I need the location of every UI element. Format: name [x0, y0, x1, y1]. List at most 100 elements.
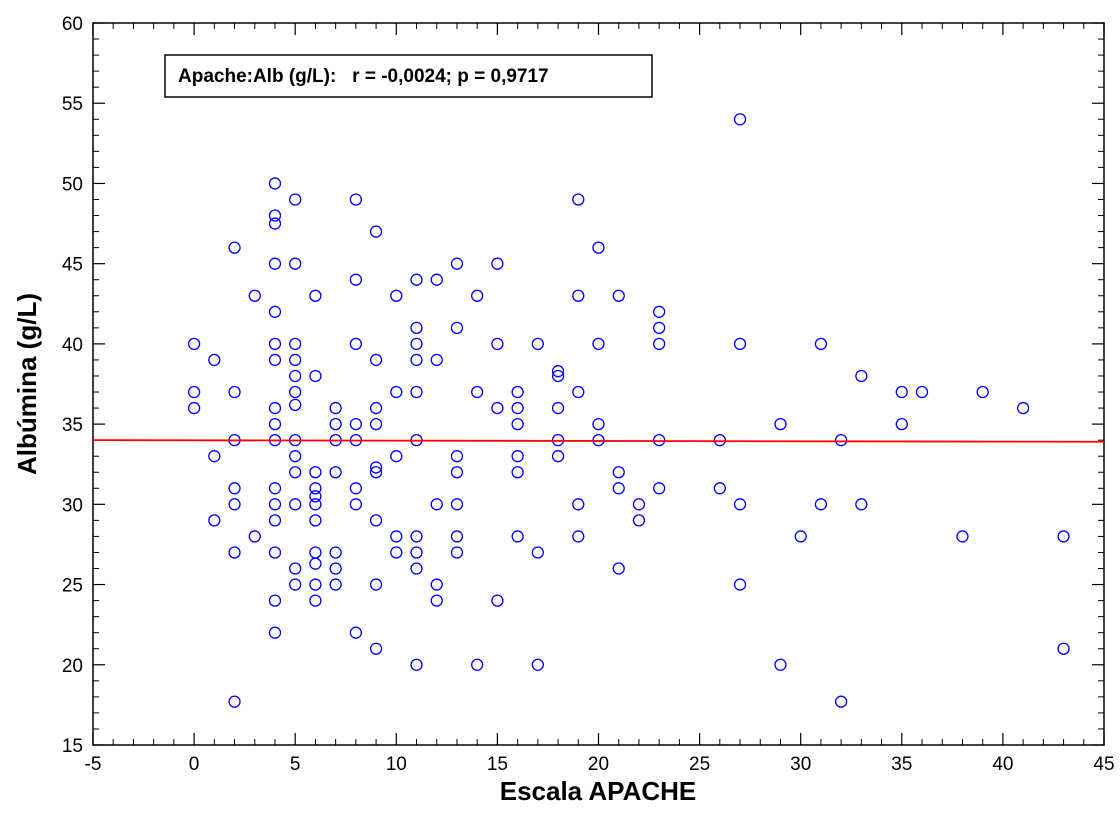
- data-point: [289, 398, 302, 412]
- y-tick-label: 55: [62, 94, 83, 115]
- data-point: [572, 385, 585, 399]
- data-point: [228, 482, 241, 495]
- data-point: [471, 658, 484, 671]
- data-point: [653, 321, 666, 334]
- data-point: [572, 289, 585, 302]
- data-point: [572, 193, 585, 206]
- data-point: [572, 498, 585, 511]
- data-point: [208, 514, 221, 527]
- data-point: [1057, 642, 1070, 655]
- data-point: [774, 417, 787, 431]
- data-point: [915, 385, 929, 399]
- x-axis-title: Escala APACHE: [500, 776, 697, 806]
- data-point: [268, 401, 282, 415]
- data-point: [289, 385, 302, 399]
- x-tick-label: 35: [891, 754, 912, 775]
- data-point: [369, 642, 383, 655]
- y-axis-title: Albúmina (g/L): [12, 293, 42, 475]
- data-point: [774, 658, 787, 671]
- data-point: [531, 546, 544, 559]
- data-point: [1057, 530, 1070, 543]
- data-point: [1016, 401, 1030, 415]
- y-tick-label: 20: [62, 656, 83, 677]
- data-point: [733, 337, 747, 351]
- data-point: [430, 353, 443, 367]
- data-point: [349, 337, 363, 351]
- y-tick-label: 35: [62, 415, 83, 436]
- x-tick-label: 40: [992, 754, 1013, 775]
- data-point: [268, 498, 282, 511]
- data-point: [632, 514, 646, 527]
- data-point: [268, 209, 282, 222]
- data-point: [309, 594, 322, 607]
- data-point: [450, 530, 464, 543]
- data-point: [248, 530, 261, 543]
- data-point: [612, 562, 625, 575]
- data-point: [895, 417, 908, 431]
- data-point: [592, 241, 605, 254]
- data-point: [410, 658, 423, 671]
- x-tick-label: 45: [1093, 754, 1114, 775]
- data-point: [733, 578, 747, 591]
- data-point: [208, 353, 221, 367]
- data-point: [329, 578, 342, 591]
- x-tick-label: 20: [588, 754, 609, 775]
- axis-ticks: [92, 22, 1105, 746]
- data-point: [208, 450, 221, 463]
- data-point: [289, 353, 302, 367]
- data-point: [612, 482, 625, 495]
- data-point: [268, 546, 282, 559]
- data-point: [349, 193, 363, 206]
- x-tick-label: 0: [189, 754, 200, 775]
- x-tick-labels: -5 0 5 10 15 20 25 30 35 40 45: [85, 754, 1115, 775]
- data-point: [349, 498, 363, 511]
- data-point: [369, 353, 383, 367]
- data-point: [369, 578, 383, 591]
- data-point: [653, 337, 666, 351]
- plot-area: [92, 22, 1105, 746]
- data-point: [268, 353, 282, 367]
- data-point: [612, 466, 625, 479]
- data-point: [733, 498, 747, 511]
- data-point: [713, 482, 726, 495]
- data-point: [268, 514, 282, 527]
- data-point: [268, 217, 282, 230]
- data-point: [248, 289, 261, 302]
- y-tick-label: 45: [62, 255, 83, 276]
- data-point: [551, 401, 565, 415]
- data-point: [450, 321, 464, 334]
- data-point: [450, 466, 464, 479]
- data-point: [289, 578, 302, 591]
- data-point: [369, 466, 383, 479]
- x-tick-label: 25: [689, 754, 710, 775]
- data-point: [956, 530, 969, 543]
- data-point: [551, 369, 565, 383]
- data-point: [814, 337, 828, 351]
- data-point: [268, 177, 282, 190]
- correlation-annotation: Apache:Alb (g/L): r = -0,0024; p = 0,971…: [178, 66, 549, 87]
- data-point: [349, 273, 363, 286]
- data-point: [309, 498, 322, 511]
- data-point: [794, 530, 807, 543]
- regression-line: [92, 439, 1105, 443]
- data-point: [309, 289, 322, 302]
- data-point: [309, 490, 322, 503]
- data-point: [349, 626, 363, 639]
- data-point: [289, 450, 302, 463]
- data-point: [329, 466, 342, 479]
- data-point: [976, 385, 989, 399]
- data-point: [329, 401, 342, 415]
- data-point: [733, 113, 747, 126]
- data-point: [410, 546, 423, 559]
- y-tick-label: 25: [62, 576, 83, 597]
- y-tick-label: 15: [62, 736, 83, 757]
- data-point: [511, 466, 524, 479]
- data-point: [268, 337, 282, 351]
- data-point: [895, 385, 908, 399]
- data-point: [410, 530, 423, 543]
- data-point: [187, 401, 201, 415]
- data-point: [632, 498, 646, 511]
- data-point: [430, 594, 443, 607]
- data-point: [491, 337, 504, 351]
